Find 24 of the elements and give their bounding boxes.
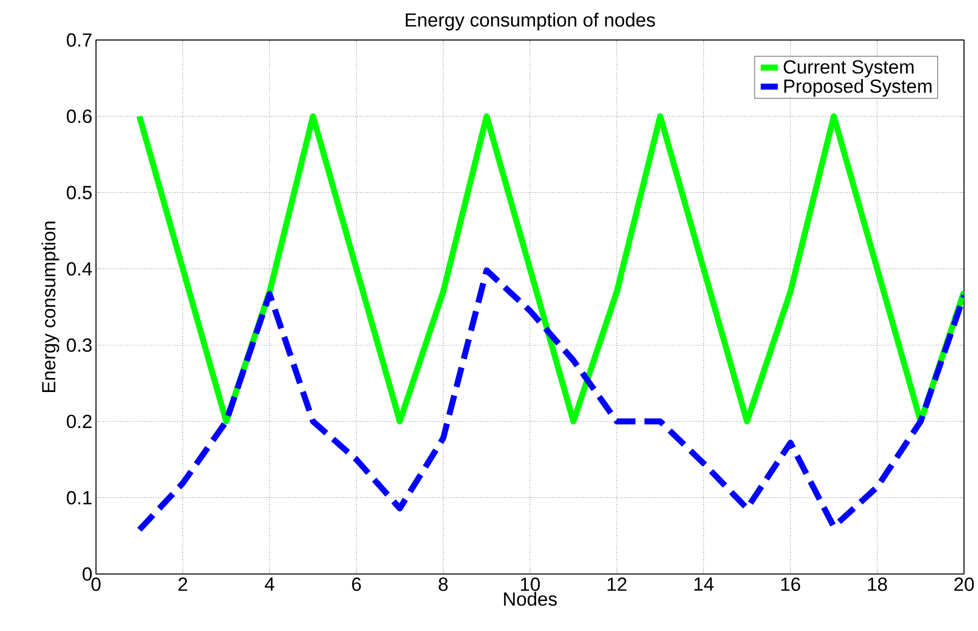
y-tick-label: 0.2 xyxy=(66,414,92,428)
x-tick-label: 0 xyxy=(91,578,101,591)
y-tick-label: 0.6 xyxy=(66,110,92,124)
x-tick-label: 12 xyxy=(608,578,626,591)
x-tick-label: 10 xyxy=(520,578,540,591)
x-tick-label: 2 xyxy=(178,578,188,591)
chart-title: Energy consumption of nodes xyxy=(406,12,655,30)
y-tick-label: 0.1 xyxy=(66,490,92,504)
legend-label: Proposed System xyxy=(784,78,932,97)
y-tick-label: 0.5 xyxy=(66,186,92,200)
y-tick-label: 0 xyxy=(82,567,92,581)
y-axis-title: Energy consumption xyxy=(41,222,60,392)
y-tick-label: 0.7 xyxy=(66,33,92,47)
x-axis-title: Nodes xyxy=(504,592,557,606)
y-tick-label: 0.3 xyxy=(66,338,92,352)
x-tick-label: 20 xyxy=(954,578,974,591)
x-tick-label: 14 xyxy=(694,578,714,591)
x-tick-label: 4 xyxy=(264,578,274,591)
x-tick-label: 8 xyxy=(438,578,448,591)
x-tick-label: 16 xyxy=(781,578,800,591)
x-tick-label: 18 xyxy=(868,578,887,591)
x-tick-label: 6 xyxy=(352,578,361,591)
legend-label: Current System xyxy=(784,60,914,78)
y-tick-label: 0.4 xyxy=(66,262,92,276)
